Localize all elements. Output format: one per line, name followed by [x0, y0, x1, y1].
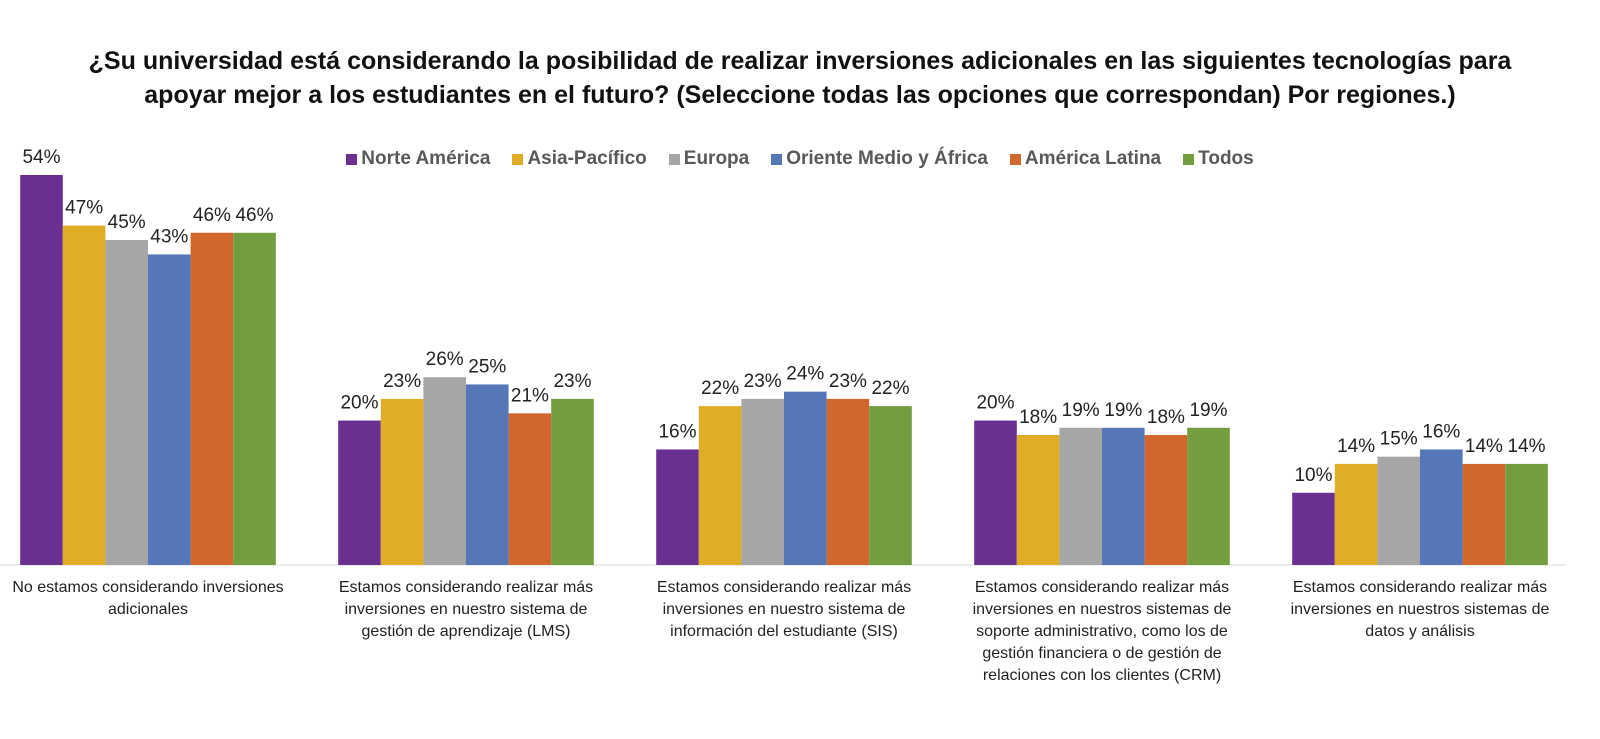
value-label: 22% — [871, 378, 909, 399]
value-label: 18% — [1147, 407, 1185, 428]
bar — [1292, 492, 1335, 565]
bar — [20, 175, 63, 565]
legend-label: Asia-Pacífico — [527, 148, 647, 169]
bar — [190, 232, 234, 565]
x-tick-label: Estamos considerando realizar más invers… — [972, 579, 1232, 684]
bar — [826, 398, 870, 565]
value-label: 19% — [1062, 400, 1100, 421]
bar — [148, 254, 191, 565]
x-tick-label: Estamos considerando realizar más invers… — [656, 579, 912, 640]
value-label: 19% — [1104, 400, 1142, 421]
value-label: 54% — [22, 147, 60, 168]
bar — [105, 240, 148, 565]
value-label: 23% — [553, 371, 591, 392]
legend-label: Norte América — [361, 148, 491, 169]
value-label: 20% — [976, 393, 1014, 414]
bar — [1144, 435, 1188, 565]
chart-title: ¿Su universidad está considerando la pos… — [88, 47, 1512, 109]
legend-swatch — [1009, 153, 1021, 165]
legend-item: Norte América — [346, 148, 490, 170]
value-label: 18% — [1019, 407, 1057, 428]
legend-swatch — [1183, 153, 1195, 165]
bar — [656, 449, 699, 565]
legend-item: Europa — [668, 148, 750, 170]
bar — [1059, 427, 1102, 565]
value-label: 43% — [150, 226, 188, 247]
legend: Norte América Asia-Pacífico Europa Oriente … — [0, 148, 1600, 170]
bar — [741, 398, 784, 565]
bar — [62, 225, 106, 566]
bar — [233, 232, 276, 565]
bar — [338, 420, 381, 565]
bar — [974, 420, 1017, 565]
bar — [1187, 427, 1230, 565]
value-label: 20% — [340, 393, 378, 414]
value-label: 45% — [108, 212, 146, 233]
bar — [551, 398, 594, 565]
bar — [1016, 435, 1060, 565]
legend-item: Oriente Medio y África — [771, 148, 988, 170]
value-label: 26% — [426, 349, 464, 370]
value-label: 14% — [1337, 436, 1375, 457]
bar — [698, 406, 742, 565]
value-label: 23% — [383, 371, 421, 392]
value-label: 25% — [468, 356, 506, 377]
legend-label: América Latina — [1024, 148, 1162, 169]
x-tick-label: No estamos considerando inversiones adic… — [12, 579, 284, 618]
bar — [1334, 463, 1378, 565]
x-tick-label: Estamos considerando realizar más invers… — [338, 579, 594, 640]
bar — [1102, 427, 1145, 565]
bar — [1377, 456, 1420, 565]
value-label: 15% — [1380, 429, 1418, 450]
bar — [784, 391, 827, 565]
value-label: 14% — [1465, 436, 1503, 457]
legend-swatch — [771, 153, 783, 165]
value-label: 24% — [786, 364, 824, 385]
value-label: 22% — [701, 378, 739, 399]
legend-label: Europa — [683, 148, 750, 169]
x-tick-label: Estamos considerando realizar más invers… — [1290, 579, 1550, 640]
legend-swatch — [668, 153, 680, 165]
value-label: 16% — [1422, 421, 1460, 442]
bar — [1462, 463, 1506, 565]
value-label: 19% — [1189, 400, 1227, 421]
value-label: 16% — [658, 421, 696, 442]
legend-swatch — [512, 153, 524, 165]
value-label: 14% — [1507, 436, 1545, 457]
value-label: 23% — [744, 371, 782, 392]
bar — [466, 384, 509, 565]
value-label: 21% — [511, 385, 549, 406]
bar — [508, 413, 552, 565]
legend-item: América Latina — [1009, 148, 1162, 170]
value-label: 46% — [235, 205, 273, 226]
bar — [423, 377, 466, 565]
bar — [1420, 449, 1463, 565]
legend-item: Todos — [1183, 148, 1254, 170]
value-label: 23% — [829, 371, 867, 392]
legend-item: Asia-Pacífico — [512, 148, 647, 170]
legend-label: Oriente Medio y África — [786, 148, 988, 169]
bar — [1505, 463, 1548, 565]
value-label: 46% — [193, 205, 231, 226]
value-label: 47% — [65, 198, 103, 219]
legend-label: Todos — [1198, 148, 1254, 169]
bar — [380, 398, 424, 565]
value-label: 10% — [1294, 465, 1332, 486]
bar — [869, 406, 912, 565]
legend-swatch — [346, 153, 358, 165]
